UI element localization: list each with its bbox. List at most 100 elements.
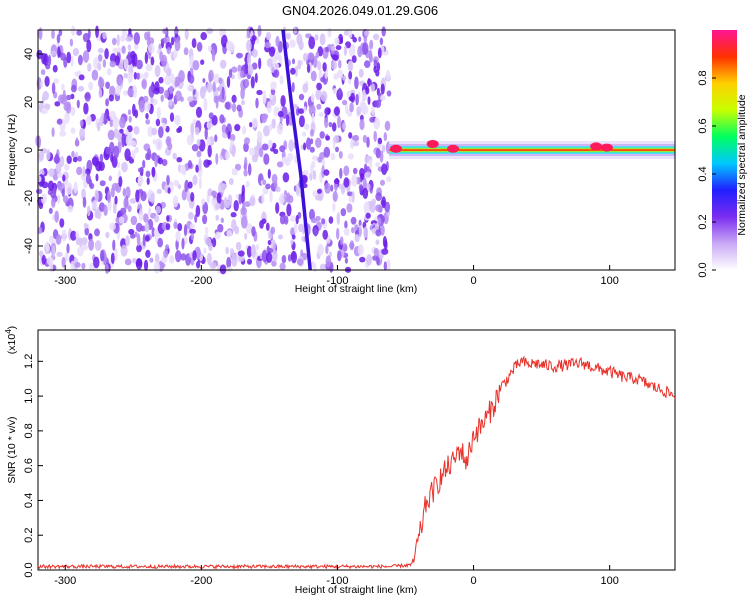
noise-speckle xyxy=(188,74,195,84)
noise-speckle xyxy=(377,47,382,59)
noise-speckle xyxy=(196,260,201,269)
chart-title: GN04.2026.049.01.29.G06 xyxy=(282,3,438,18)
noise-speckle xyxy=(75,137,79,147)
noise-speckle xyxy=(246,39,252,52)
noise-speckle xyxy=(323,146,331,158)
noise-speckle xyxy=(358,36,362,42)
y-tick-label: 0.4 xyxy=(23,493,35,508)
noise-speckle xyxy=(242,202,246,215)
noise-speckle xyxy=(117,132,122,142)
noise-speckle xyxy=(333,178,340,185)
noise-speckle xyxy=(146,177,150,185)
noise-speckle xyxy=(128,228,135,235)
noise-speckle xyxy=(244,201,251,208)
noise-speckle xyxy=(143,95,149,103)
noise-speckle xyxy=(339,37,344,44)
noise-speckle xyxy=(221,124,227,134)
noise-speckle xyxy=(207,45,212,52)
noise-speckle xyxy=(167,142,173,151)
noise-speckle xyxy=(225,150,230,160)
noise-speckle xyxy=(330,184,334,192)
noise-speckle xyxy=(186,134,194,146)
noise-speckle xyxy=(364,29,370,37)
noise-speckle xyxy=(225,126,229,135)
noise-speckle xyxy=(306,137,311,150)
noise-speckle xyxy=(310,70,317,82)
x-tick-label: -200 xyxy=(190,575,212,587)
noise-speckle xyxy=(231,94,237,103)
noise-speckle xyxy=(46,149,51,161)
noise-speckle xyxy=(268,46,276,57)
noise-speckle xyxy=(192,250,197,261)
noise-speckle xyxy=(75,230,79,240)
noise-speckle xyxy=(338,151,343,159)
noise-speckle xyxy=(114,248,118,262)
noise-speckle xyxy=(56,251,63,257)
noise-speckle xyxy=(327,107,331,115)
noise-speckle xyxy=(369,39,374,50)
noise-speckle xyxy=(267,239,272,246)
noise-speckle xyxy=(97,54,103,62)
noise-speckle xyxy=(337,250,342,262)
noise-speckle xyxy=(61,83,65,91)
x-tick-label: -300 xyxy=(54,275,76,287)
noise-speckle xyxy=(198,158,202,171)
noise-speckle xyxy=(249,147,256,156)
noise-speckle xyxy=(335,45,342,51)
noise-speckle xyxy=(214,231,221,240)
signal-peak xyxy=(426,140,439,148)
noise-speckle xyxy=(241,99,245,106)
noise-speckle xyxy=(277,110,284,118)
drift-line xyxy=(281,29,312,271)
noise-speckle xyxy=(105,81,110,90)
noise-speckle xyxy=(321,218,326,225)
noise-speckle xyxy=(155,118,161,127)
noise-speckle xyxy=(187,96,194,102)
noise-speckle xyxy=(41,193,47,205)
noise-speckle xyxy=(298,93,305,101)
noise-speckle xyxy=(280,95,286,107)
noise-speckle xyxy=(41,254,46,265)
noise-speckle xyxy=(51,29,55,39)
noise-speckle xyxy=(320,76,326,83)
noise-speckle xyxy=(184,28,189,40)
noise-speckle xyxy=(112,239,116,251)
signal-band-layer xyxy=(389,149,675,151)
noise-speckle xyxy=(247,52,252,66)
noise-speckle xyxy=(146,35,151,47)
noise-speckle xyxy=(236,104,242,112)
noise-speckle xyxy=(125,186,131,199)
noise-speckle xyxy=(141,78,147,90)
noise-speckle xyxy=(263,153,270,165)
noise-speckle xyxy=(94,240,102,251)
noise-speckle xyxy=(304,123,310,130)
noise-speckle xyxy=(231,102,237,113)
noise-speckle xyxy=(116,74,122,86)
noise-speckle xyxy=(48,207,53,214)
noise-speckle xyxy=(123,73,129,79)
noise-speckle xyxy=(110,252,115,264)
x-tick-label: -100 xyxy=(326,275,348,287)
noise-speckle xyxy=(337,69,344,79)
noise-speckle xyxy=(183,224,188,237)
noise-speckle xyxy=(201,198,206,205)
colorbar-tick-label: 0.4 xyxy=(697,166,709,181)
noise-speckle xyxy=(322,62,327,72)
snr-x-ticks: -300 -200 -100 0 100 xyxy=(54,565,619,587)
noise-speckle xyxy=(325,46,329,53)
noise-speckle xyxy=(298,115,305,128)
noise-speckle xyxy=(352,167,358,175)
x-tick-label: -100 xyxy=(326,575,348,587)
noise-speckle xyxy=(120,207,127,215)
noise-speckle xyxy=(221,148,226,158)
noise-speckle xyxy=(208,112,214,119)
noise-speckle xyxy=(53,78,59,84)
noise-speckle xyxy=(46,256,54,266)
noise-speckle xyxy=(125,235,130,247)
noise-speckle xyxy=(297,59,302,70)
noise-speckle xyxy=(204,127,208,140)
noise-speckle xyxy=(284,190,287,196)
noise-speckle xyxy=(174,28,179,34)
noise-speckle xyxy=(57,193,61,204)
